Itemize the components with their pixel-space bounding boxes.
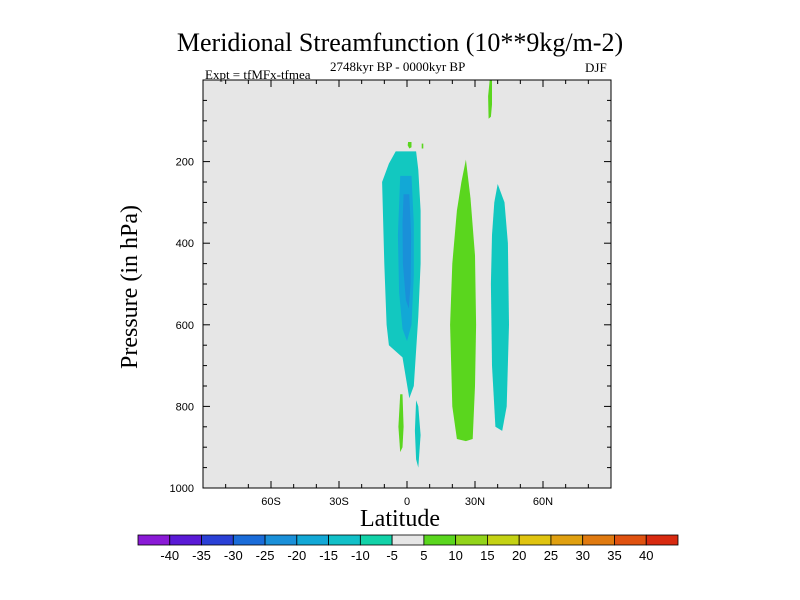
colorbar-swatch (391, 534, 425, 546)
region-eq-upper-dot (407, 142, 412, 149)
region-nh-subtropical-green (450, 159, 477, 442)
colorbar-label: -5 (386, 548, 398, 563)
season-label: DJF (585, 60, 607, 75)
colorbar-swatch (296, 534, 329, 546)
x-tick-label: 0 (404, 496, 410, 508)
colorbar-swatch (455, 534, 488, 546)
x-tick-label: 60S (261, 496, 281, 508)
colorbar: -40 -35 -30 -25 -20 -15 -10 -5 5 10 15 20 25 30 35 40 (137, 534, 679, 563)
colorbar-label: -30 (224, 548, 243, 563)
region-lower-sh-green (398, 394, 404, 453)
colorbar-swatch (645, 534, 679, 546)
colorbar-swatch (169, 534, 202, 546)
x-axis-label: Latitude (360, 506, 440, 532)
region-upper-nh-sliver (488, 80, 492, 119)
y-tick-label: 600 (176, 320, 194, 332)
colorbar-swatch (137, 534, 171, 546)
region-lower-eq-cyan (414, 400, 421, 468)
chart-title: Meridional Streamfunction (10**9kg/m-2) (176, 28, 624, 57)
time-range-label: 2748kyr BP - 0000kyr BP (330, 59, 466, 74)
colorbar-swatch (264, 534, 298, 546)
colorbar-label: 25 (544, 548, 558, 563)
colorbar-label: -40 (160, 548, 179, 563)
x-tick-label: 30N (465, 496, 485, 508)
colorbar-swatch (423, 534, 457, 546)
colorbar-swatch (328, 534, 361, 546)
region-eq-upper-dot-2 (421, 143, 424, 149)
contour-regions (382, 80, 509, 468)
colorbar-label: 40 (639, 548, 653, 563)
colorbar-label: 15 (480, 548, 494, 563)
colorbar-swatch (201, 534, 234, 546)
experiment-label: Expt = tfMFx-tfmea (205, 67, 311, 82)
colorbar-label: 35 (607, 548, 621, 563)
x-tick-label: 30S (329, 496, 349, 508)
colorbar-swatch (614, 534, 647, 546)
y-tick-label: 400 (176, 238, 194, 250)
region-tropical-cell-core (402, 194, 412, 309)
colorbar-label: 20 (512, 548, 526, 563)
colorbar-label: -15 (319, 548, 338, 563)
colorbar-label: -25 (256, 548, 275, 563)
colorbar-label: 10 (448, 548, 462, 563)
y-axis: 200 400 600 800 1000 (170, 99, 611, 495)
x-axis: 60S 30S 0 30N 60N (202, 80, 612, 508)
colorbar-label: -35 (192, 548, 211, 563)
colorbar-label: -20 (287, 548, 306, 563)
y-tick-label: 1000 (170, 483, 194, 495)
colorbar-swatch (487, 534, 520, 546)
colorbar-swatch (550, 534, 584, 546)
colorbar-label: 5 (420, 548, 427, 563)
y-axis-label: Pressure (in hPa) (117, 205, 143, 369)
y-tick-label: 200 (176, 157, 194, 169)
colorbar-swatch (232, 534, 266, 546)
y-tick-label: 800 (176, 401, 194, 413)
x-tick-label: 60N (533, 496, 553, 508)
colorbar-label: 30 (575, 548, 589, 563)
colorbar-swatch (359, 534, 393, 546)
colorbar-swatch (518, 534, 552, 546)
region-nh-midlat-cyan (490, 184, 509, 431)
colorbar-swatch (582, 534, 615, 546)
colorbar-label: -10 (351, 548, 370, 563)
